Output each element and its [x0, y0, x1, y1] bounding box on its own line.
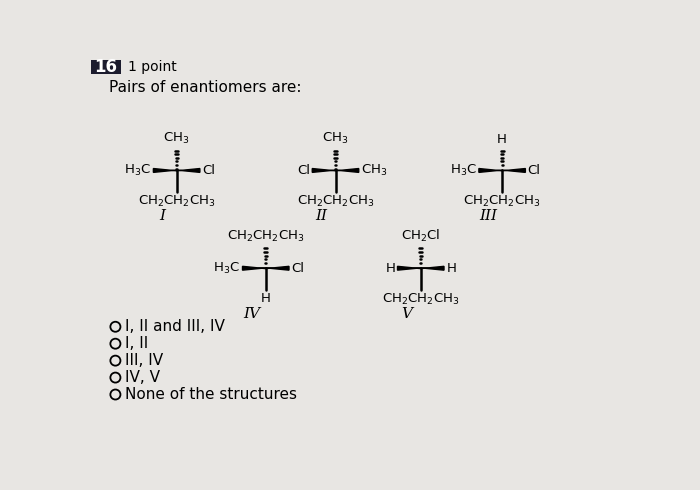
Text: $\mathregular{CH_2CH_2CH_3}$: $\mathregular{CH_2CH_2CH_3}$ — [297, 195, 375, 209]
Text: Cl: Cl — [297, 164, 310, 177]
Polygon shape — [266, 266, 289, 270]
Text: $\mathregular{CH_3}$: $\mathregular{CH_3}$ — [322, 131, 349, 146]
Text: Pairs of enantiomers are:: Pairs of enantiomers are: — [109, 80, 302, 96]
Polygon shape — [398, 266, 421, 270]
Text: H: H — [497, 133, 507, 146]
Text: V: V — [401, 307, 412, 321]
Text: $\mathregular{CH_2CH_2CH_3}$: $\mathregular{CH_2CH_2CH_3}$ — [227, 228, 304, 244]
Text: I: I — [160, 209, 166, 223]
Polygon shape — [479, 169, 502, 172]
Text: 1 point: 1 point — [128, 60, 176, 74]
Text: Cl: Cl — [528, 164, 540, 177]
Text: $\mathregular{CH_3}$: $\mathregular{CH_3}$ — [361, 163, 388, 178]
Text: 16: 16 — [94, 58, 118, 76]
Polygon shape — [176, 169, 200, 172]
Polygon shape — [335, 169, 358, 172]
Text: $\mathregular{CH_2CH_2CH_3}$: $\mathregular{CH_2CH_2CH_3}$ — [138, 195, 216, 209]
Text: III, IV: III, IV — [125, 353, 163, 368]
Polygon shape — [242, 266, 266, 270]
Text: $\mathregular{H_3C}$: $\mathregular{H_3C}$ — [449, 163, 477, 178]
Text: H: H — [447, 262, 456, 275]
Text: $\mathregular{CH_3}$: $\mathregular{CH_3}$ — [163, 131, 190, 146]
Text: $\mathregular{CH_2CH_2CH_3}$: $\mathregular{CH_2CH_2CH_3}$ — [463, 195, 541, 209]
Text: Cl: Cl — [291, 262, 304, 275]
Text: II: II — [316, 209, 328, 223]
Text: Cl: Cl — [202, 164, 215, 177]
Text: IV: IV — [244, 307, 260, 321]
Polygon shape — [312, 169, 335, 172]
Text: $\mathregular{CH_2Cl}$: $\mathregular{CH_2Cl}$ — [401, 227, 440, 244]
Text: $\mathregular{H_3C}$: $\mathregular{H_3C}$ — [124, 163, 151, 178]
Text: H: H — [385, 262, 396, 275]
Text: None of the structures: None of the structures — [125, 387, 297, 402]
Polygon shape — [421, 266, 444, 270]
Text: I, II and III, IV: I, II and III, IV — [125, 319, 225, 334]
Text: $\mathregular{H_3C}$: $\mathregular{H_3C}$ — [214, 261, 240, 276]
Text: IV, V: IV, V — [125, 370, 160, 385]
Text: I, II: I, II — [125, 336, 148, 351]
Polygon shape — [153, 169, 176, 172]
Polygon shape — [502, 169, 526, 172]
FancyBboxPatch shape — [92, 60, 121, 74]
Text: III: III — [480, 209, 497, 223]
Text: $\mathregular{CH_2CH_2CH_3}$: $\mathregular{CH_2CH_2CH_3}$ — [382, 292, 460, 307]
Text: H: H — [261, 292, 271, 305]
